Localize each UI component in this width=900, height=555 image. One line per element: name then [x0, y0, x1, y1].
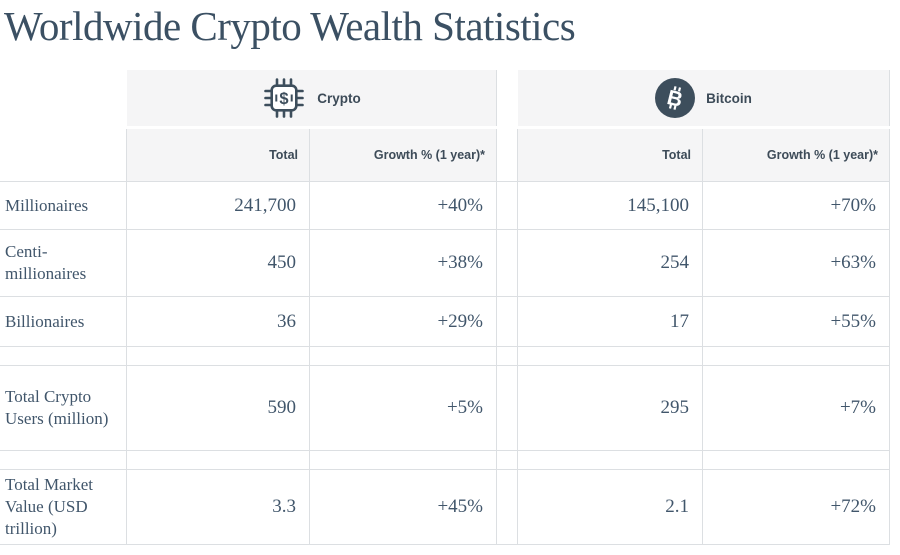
column-group-bitcoin: B Bitcoin — [518, 70, 890, 127]
bitcoin-total-value: 295 — [518, 366, 703, 452]
crypto-growth-value: +45% — [310, 470, 497, 546]
spacer-cell — [310, 347, 497, 367]
row-label: Millionaires — [0, 182, 127, 231]
spacer-cell — [127, 347, 310, 367]
row-label: Total Market Value (USD trillion) — [0, 470, 127, 546]
bitcoin-total-value: 17 — [518, 297, 703, 348]
group-gap-cell — [497, 70, 518, 126]
bitcoin-total-value: 254 — [518, 230, 703, 298]
sub-header-row: Total Growth % (1 year)* Total Growth % … — [0, 129, 890, 183]
bitcoin-growth-header: Growth % (1 year)* — [703, 129, 890, 183]
spacer-row — [0, 451, 890, 471]
crypto-growth-value: +38% — [310, 230, 497, 298]
column-group-label-crypto: Crypto — [317, 90, 361, 106]
row-label: Total Crypto Users (million) — [0, 366, 127, 452]
gap-cell — [497, 366, 518, 452]
spacer-cell — [0, 451, 127, 471]
table-row-millionaires: Millionaires 241,700 +40% 145,100 +70% — [0, 182, 890, 231]
table-row-total-market-value: Total Market Value (USD trillion) 3.3 +4… — [0, 470, 890, 546]
spacer-cell — [127, 451, 310, 471]
table-row-total-crypto-users: Total Crypto Users (million) 590 +5% 295… — [0, 366, 890, 452]
bitcoin-icon: B — [655, 78, 696, 119]
bitcoin-total-value: 2.1 — [518, 470, 703, 546]
spacer-cell — [0, 347, 127, 367]
spacer-cell — [518, 451, 703, 471]
gap-cell — [497, 230, 518, 298]
chip-dollar-icon: $ — [262, 76, 306, 120]
crypto-wealth-table: $ Crypto B — [0, 70, 890, 546]
corner-blank-cell — [0, 70, 127, 126]
gap-cell — [497, 182, 518, 231]
spacer-cell — [703, 347, 890, 367]
crypto-growth-value: +40% — [310, 182, 497, 231]
sub-header-gap-cell — [497, 129, 518, 183]
row-label: Centi-millionaires — [0, 230, 127, 298]
spacer-cell — [310, 451, 497, 471]
spacer-cell — [703, 451, 890, 471]
group-header-row: $ Crypto B — [0, 70, 890, 127]
table-row-billionaires: Billionaires 36 +29% 17 +55% — [0, 297, 890, 348]
spacer-row — [0, 347, 890, 367]
spacer-cell — [518, 347, 703, 367]
crypto-total-header: Total — [127, 129, 310, 183]
crypto-total-value: 36 — [127, 297, 310, 348]
page-title: Worldwide Crypto Wealth Statistics — [4, 3, 576, 49]
crypto-growth-value: +29% — [310, 297, 497, 348]
sub-header-blank-cell — [0, 129, 127, 183]
crypto-total-value: 590 — [127, 366, 310, 452]
svg-text:$: $ — [280, 90, 289, 108]
table-row-centi-millionaires: Centi-millionaires 450 +38% 254 +63% — [0, 230, 890, 298]
row-label: Billionaires — [0, 297, 127, 348]
crypto-growth-header: Growth % (1 year)* — [310, 129, 497, 183]
crypto-growth-value: +5% — [310, 366, 497, 452]
spacer-cell — [497, 347, 518, 367]
bitcoin-total-header: Total — [518, 129, 703, 183]
bitcoin-growth-value: +70% — [703, 182, 890, 231]
crypto-total-value: 241,700 — [127, 182, 310, 231]
column-group-crypto: $ Crypto — [127, 70, 497, 127]
bitcoin-growth-value: +55% — [703, 297, 890, 348]
bitcoin-growth-value: +7% — [703, 366, 890, 452]
crypto-total-value: 3.3 — [127, 470, 310, 546]
column-group-label-bitcoin: Bitcoin — [706, 90, 752, 106]
crypto-total-value: 450 — [127, 230, 310, 298]
spacer-cell — [497, 451, 518, 471]
bitcoin-growth-value: +72% — [703, 470, 890, 546]
bitcoin-growth-value: +63% — [703, 230, 890, 298]
gap-cell — [497, 470, 518, 546]
bitcoin-total-value: 145,100 — [518, 182, 703, 231]
gap-cell — [497, 297, 518, 348]
